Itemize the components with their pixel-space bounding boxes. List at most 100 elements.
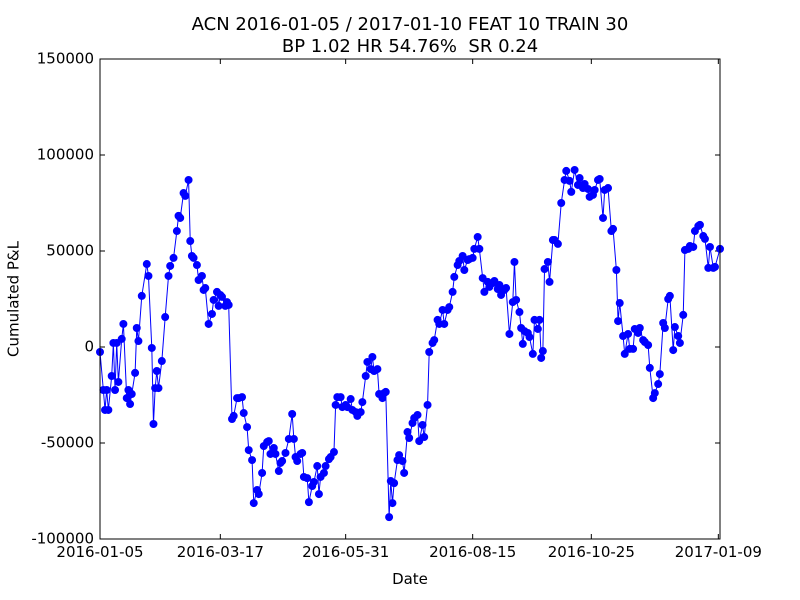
data-point — [448, 287, 457, 296]
x-tick-label: 2016-03-17 — [177, 543, 264, 561]
data-point — [217, 292, 226, 301]
data-point — [356, 408, 365, 417]
data-point — [450, 272, 459, 281]
data-point — [624, 329, 633, 338]
data-point — [620, 349, 629, 358]
data-point — [575, 174, 584, 183]
data-point — [271, 449, 280, 458]
data-point — [425, 347, 434, 356]
data-point — [505, 329, 514, 338]
data-point — [650, 389, 659, 398]
data-point — [189, 253, 198, 262]
data-point — [207, 309, 216, 318]
y-axis-label: Cumulated P&L — [5, 240, 23, 357]
axes-frame — [99, 58, 721, 540]
data-point — [381, 387, 390, 396]
data-point — [645, 363, 654, 372]
data-point — [186, 237, 195, 246]
data-point — [361, 371, 370, 380]
data-point — [313, 462, 322, 471]
data-point — [329, 448, 338, 457]
y-tick-label: 0 — [84, 338, 94, 356]
data-point — [445, 303, 454, 312]
data-point — [528, 349, 537, 358]
y-tick-label: 50000 — [46, 242, 94, 260]
y-tick-label: -100000 — [31, 530, 94, 548]
data-point — [420, 433, 429, 442]
data-point — [157, 357, 166, 366]
data-point — [669, 346, 678, 355]
data-point — [553, 239, 562, 248]
chart-subtitle: BP 1.02 HR 54.76% SR 0.24 — [282, 36, 538, 57]
data-point — [670, 323, 679, 332]
data-point — [480, 287, 489, 296]
data-point — [430, 336, 439, 345]
data-point — [142, 260, 151, 269]
data-point — [388, 499, 397, 508]
data-point — [710, 262, 719, 271]
data-point — [144, 271, 153, 280]
data-point — [166, 261, 175, 270]
data-point — [423, 400, 432, 409]
data-point — [368, 352, 377, 361]
data-point — [127, 390, 136, 399]
data-point — [679, 310, 688, 319]
data-point — [675, 338, 684, 347]
data-point — [152, 367, 161, 375]
data-point — [567, 187, 576, 196]
data-point — [104, 405, 113, 414]
data-point — [535, 315, 544, 324]
data-point — [147, 343, 156, 352]
data-point — [164, 271, 173, 280]
data-point — [172, 227, 181, 236]
data-point — [518, 339, 527, 348]
y-tick-label: 100000 — [37, 146, 94, 164]
data-point — [298, 448, 307, 457]
data-point — [475, 244, 484, 253]
data-point — [700, 234, 709, 243]
data-point — [595, 175, 604, 183]
data-point — [418, 420, 427, 429]
data-point — [274, 467, 283, 476]
data-point — [288, 410, 297, 419]
data-point — [248, 456, 257, 465]
data-point — [303, 474, 312, 483]
data-point — [107, 371, 116, 380]
data-point — [239, 409, 248, 418]
data-point — [119, 319, 128, 328]
data-point — [254, 490, 263, 499]
data-point — [570, 165, 579, 174]
data-point — [395, 451, 404, 460]
data-point — [181, 191, 190, 200]
data-point — [604, 184, 613, 193]
data-point — [373, 365, 382, 374]
data-point — [398, 457, 407, 466]
data-point — [612, 266, 621, 275]
data-point — [169, 253, 178, 262]
data-point — [114, 377, 123, 386]
data-point — [111, 386, 120, 395]
data-point — [201, 284, 210, 293]
data-point — [117, 334, 126, 343]
data-point — [545, 277, 554, 286]
data-point — [590, 185, 599, 194]
x-tick-label: 2016-10-25 — [548, 543, 635, 561]
data-point — [134, 337, 143, 346]
data-point — [154, 384, 163, 393]
data-point — [132, 323, 141, 332]
data-point — [209, 295, 218, 304]
data-point — [468, 253, 477, 262]
data-point — [197, 271, 206, 280]
data-point — [243, 423, 252, 432]
y-tick-label: -50000 — [41, 434, 94, 452]
data-point — [204, 319, 213, 328]
data-point — [314, 490, 323, 499]
data-point — [238, 393, 247, 402]
data-point — [102, 386, 111, 395]
data-point — [229, 411, 238, 420]
data-point — [137, 291, 146, 300]
data-point — [609, 224, 618, 233]
data-point — [510, 257, 519, 266]
